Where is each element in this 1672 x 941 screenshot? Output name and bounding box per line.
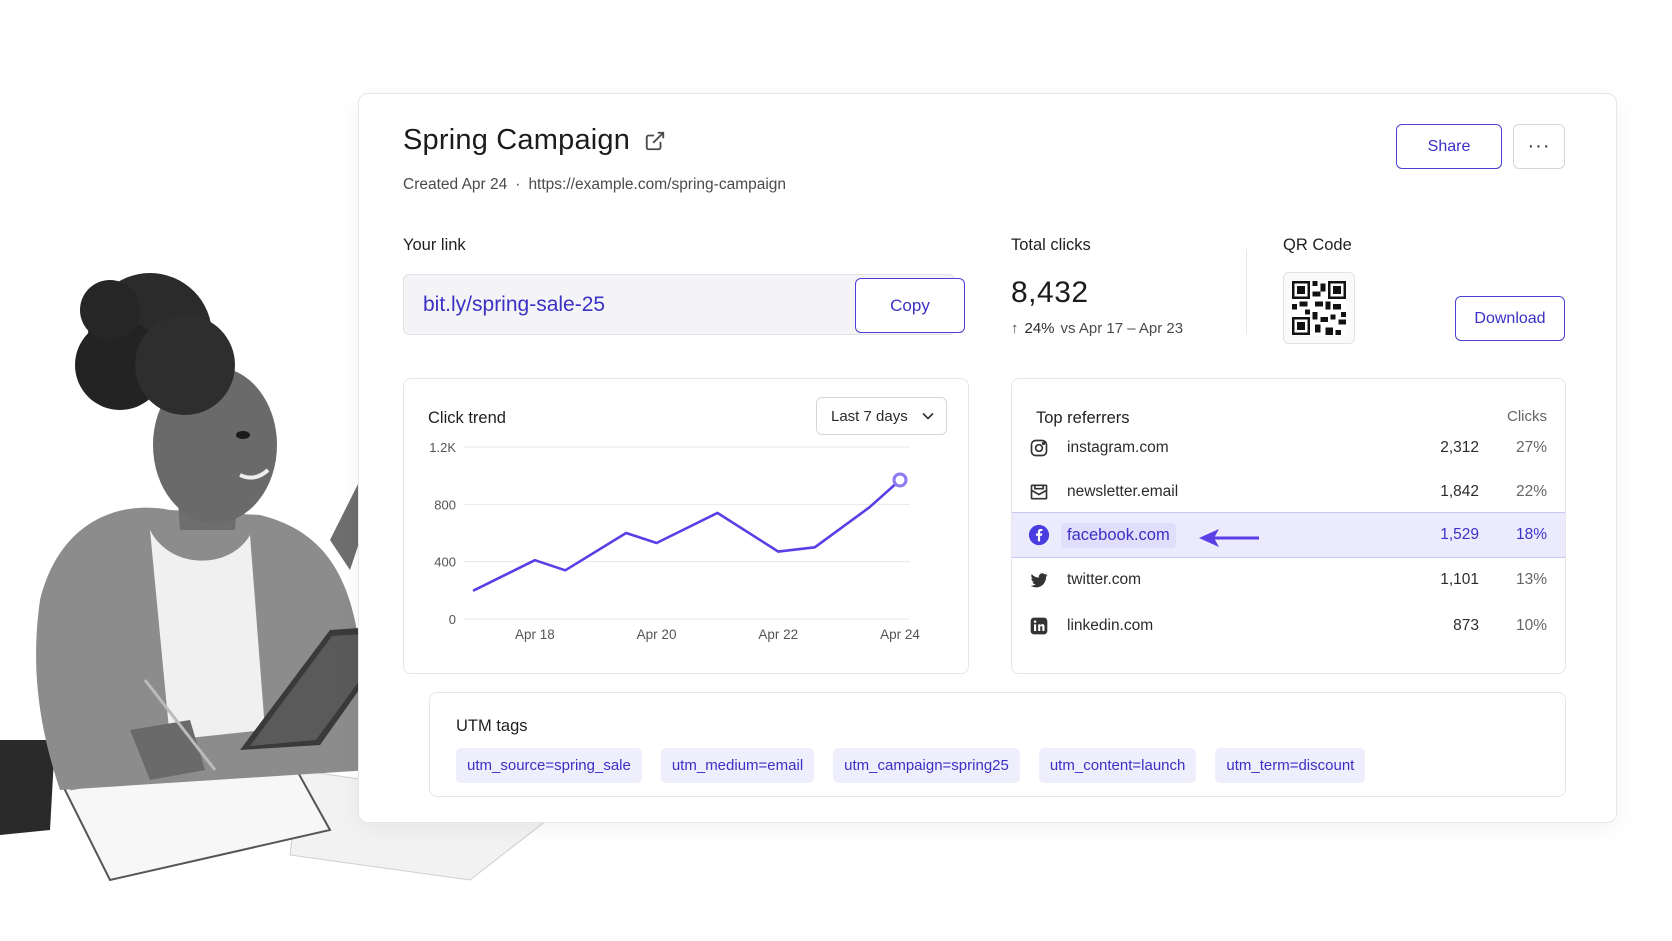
total-clicks-label: Total clicks	[1011, 236, 1091, 254]
campaign-card: Spring Campaign Created Apr 24 · https:/…	[358, 93, 1617, 823]
newsletter-icon	[1028, 481, 1050, 503]
short-link[interactable]: bit.ly/spring-sale-25	[423, 293, 606, 316]
instagram-icon	[1028, 437, 1050, 459]
top-referrers-title: Top referrers	[1036, 409, 1130, 427]
your-link-label: Your link	[403, 236, 466, 254]
referrer-percent: 10%	[1515, 617, 1547, 634]
title-row: Spring Campaign	[403, 124, 666, 157]
referrer-row-linkedin[interactable]: linkedin.com 873 10%	[1012, 603, 1565, 649]
referrer-name: instagram.com	[1067, 439, 1169, 456]
click-trend-title: Click trend	[428, 409, 506, 427]
utm-tags-panel: UTM tags utm_source=spring_sale utm_medi…	[429, 692, 1566, 797]
twitter-icon	[1028, 569, 1050, 591]
click-trend-chart: 0 400 800 1.2K Apr 18 Apr 20 Apr 22 Apr 24	[429, 440, 920, 642]
referrer-clicks: 2,312	[1440, 439, 1479, 456]
referrer-clicks: 873	[1453, 617, 1479, 634]
date-range-select[interactable]: Last 7 days	[816, 397, 947, 435]
referrer-row-instagram[interactable]: instagram.com 2,312 27%	[1012, 425, 1565, 471]
click-trend-panel: Click trend Last 7 days 0 400 800 1.2K Apr 1…	[403, 378, 969, 674]
arrow-left-icon	[1199, 529, 1259, 547]
referrer-name: newsletter.email	[1067, 483, 1179, 500]
facebook-icon	[1028, 524, 1050, 546]
referrer-name: facebook.com	[1061, 522, 1176, 548]
created-date: Created Apr 24	[403, 176, 508, 193]
total-clicks-value: 8,432	[1011, 276, 1089, 309]
clicks-column-header: Clicks	[1507, 408, 1547, 425]
change-percent: 24%	[1024, 320, 1055, 337]
copy-button[interactable]: Copy	[855, 278, 965, 333]
top-referrers-panel: Top referrers Clicks instagram.com 2,312…	[1011, 378, 1566, 674]
referrer-clicks: 1,101	[1440, 571, 1479, 588]
date-range-value: Last 7 days	[831, 407, 908, 425]
utm-tag-source[interactable]: utm_source=spring_sale	[456, 748, 642, 783]
utm-tag-medium[interactable]: utm_medium=email	[660, 748, 815, 783]
referrer-name: twitter.com	[1067, 571, 1142, 588]
trend-line	[472, 478, 902, 592]
change-comparison: vs Apr 17 – Apr 23	[1060, 320, 1184, 337]
y-tick-label: 800	[434, 497, 456, 512]
x-tick-label: Apr 20	[637, 627, 677, 642]
qr-code-icon[interactable]	[1283, 272, 1355, 344]
referrer-percent: 18%	[1515, 526, 1547, 543]
y-tick-label: 1.2K	[429, 440, 456, 455]
share-button[interactable]: Share	[1396, 124, 1502, 169]
external-link-icon[interactable]	[644, 130, 666, 152]
qr-code-label: QR Code	[1283, 236, 1352, 254]
x-tick-label: Apr 18	[515, 627, 555, 642]
referrer-clicks: 1,529	[1440, 526, 1479, 543]
referrer-percent: 13%	[1515, 571, 1547, 588]
referrer-row-facebook[interactable]: facebook.com 1,529 18%	[1012, 512, 1565, 558]
divider	[1246, 249, 1247, 334]
utm-tags-title: UTM tags	[456, 717, 528, 735]
utm-tag-campaign[interactable]: utm_campaign=spring25	[833, 748, 1020, 783]
page-title: Spring Campaign	[403, 124, 631, 156]
chevron-down-icon	[922, 412, 934, 420]
short-link-field[interactable]: bit.ly/spring-sale-25 Copy	[403, 274, 965, 335]
clicks-change: ↑ 24% vs Apr 17 – Apr 23	[1011, 320, 1183, 337]
person-illustration	[0, 273, 562, 882]
more-options-button[interactable]: ···	[1513, 124, 1565, 169]
linkedin-icon	[1028, 615, 1050, 637]
referrer-percent: 22%	[1515, 483, 1547, 500]
x-tick-label: Apr 22	[758, 627, 798, 642]
referrer-clicks: 1,842	[1440, 483, 1479, 500]
x-tick-label: Apr 24	[880, 627, 920, 642]
download-button[interactable]: Download	[1455, 296, 1565, 341]
destination-url: https://example.com/spring-campaign	[528, 176, 787, 193]
utm-tag-list: utm_source=spring_sale utm_medium=email …	[456, 748, 1366, 783]
y-tick-label: 0	[449, 612, 456, 627]
subtitle: Created Apr 24 · https://example.com/spr…	[403, 176, 786, 194]
referrer-row-twitter[interactable]: twitter.com 1,101 13%	[1012, 557, 1565, 603]
latest-point	[892, 472, 908, 488]
y-tick-label: 400	[434, 555, 456, 570]
arrow-up-icon: ↑	[1011, 320, 1019, 337]
utm-tag-term[interactable]: utm_term=discount	[1215, 748, 1366, 783]
separator: ·	[515, 176, 521, 193]
referrer-name: linkedin.com	[1067, 617, 1154, 634]
utm-tag-content[interactable]: utm_content=launch	[1038, 748, 1197, 783]
referrer-row-newsletter[interactable]: newsletter.email 1,842 22%	[1012, 469, 1565, 515]
referrer-percent: 27%	[1515, 439, 1547, 456]
